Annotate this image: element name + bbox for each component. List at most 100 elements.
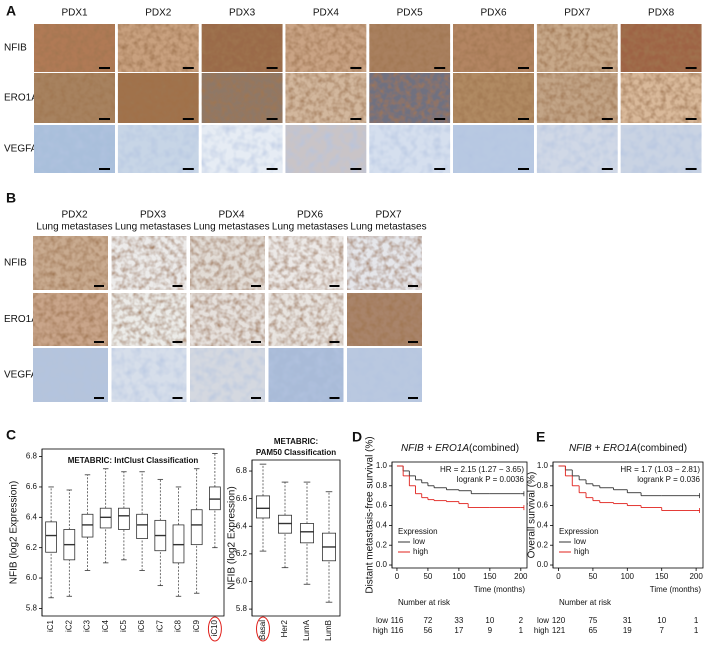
x-tick-label: 0 [556, 572, 561, 581]
at-risk-count: 2 [519, 616, 524, 625]
annotation: logrank P = 0.036 [637, 475, 700, 484]
ihc-image [190, 236, 265, 290]
at-risk-count: 33 [454, 616, 463, 625]
panel-letter: B [6, 190, 16, 206]
column-label: PDX4 [218, 210, 245, 221]
column-label: PDX3 [140, 210, 167, 221]
ihc-image [536, 73, 618, 123]
column-label: PDX1 [61, 8, 88, 19]
title-gene: NFIB + ERO1A [401, 443, 469, 454]
ihc-image [33, 348, 108, 402]
ihc-image [285, 24, 367, 72]
legend-title: Expression [559, 527, 599, 536]
legend-label: low [413, 537, 425, 546]
column-label: PDX6 [480, 8, 507, 19]
at-risk-count: 9 [488, 626, 493, 635]
y-tick-label: 0.2 [537, 540, 549, 549]
column-subtitle: Lung metastases [272, 222, 348, 233]
y-tick-label: 0.6 [376, 501, 388, 510]
ihc-image [347, 293, 422, 346]
panel-letter: E [536, 429, 545, 445]
y-tick-label: 0.0 [537, 560, 549, 569]
at-risk-count: 121 [552, 626, 566, 635]
ihc-image [285, 125, 367, 173]
row-label: NFIB [4, 258, 27, 269]
x-tick-label: 0 [395, 572, 400, 581]
x-tick-label: LumA [302, 619, 311, 641]
column-label: PDX5 [397, 8, 424, 19]
ihc-image [34, 125, 115, 173]
ihc-image [453, 125, 534, 173]
y-tick-label: 6.6 [26, 482, 38, 491]
y-tick-label: 0.8 [376, 481, 388, 490]
annotation: HR = 2.15 (1.27 − 3.65) [440, 465, 524, 474]
annotation: HR = 1.7 (1.03 − 2.81) [620, 465, 700, 474]
title-gene: NFIB + ERO1A [569, 443, 637, 454]
x-tick-label: iC4 [101, 619, 110, 632]
ihc-image [268, 348, 344, 402]
y-axis-label: Overall survival (%) [527, 472, 538, 559]
at-risk-count: 72 [423, 616, 432, 625]
x-tick-label: iC3 [83, 619, 92, 632]
y-tick-label: 5.8 [26, 604, 38, 613]
highlight-ring [256, 616, 270, 642]
y-tick-label: 0.0 [376, 560, 388, 569]
panel-letter: C [6, 427, 16, 443]
column-label: PDX2 [61, 210, 88, 221]
ihc-image [111, 236, 187, 290]
ihc-image [268, 293, 344, 346]
row-label: ERO1A [4, 314, 38, 325]
at-risk-count: 65 [588, 626, 597, 635]
x-tick-label: 100 [452, 572, 466, 581]
legend-label: high [413, 547, 428, 556]
x-axis-label: Time (months) [650, 585, 702, 594]
at-risk-count: 120 [552, 616, 566, 625]
at-risk-count: 116 [391, 626, 404, 635]
column-label: PDX2 [145, 8, 172, 19]
box [118, 507, 130, 530]
ihc-image [190, 293, 265, 346]
box [136, 513, 148, 539]
x-tick-label: iC2 [64, 619, 73, 632]
at-risk-count: 1 [694, 626, 699, 635]
column-label: PDX4 [313, 8, 340, 19]
y-tick-label: 6.8 [236, 466, 248, 475]
ihc-image [34, 24, 115, 72]
x-tick-label: 100 [621, 572, 635, 581]
column-subtitle: Lung metastases [36, 222, 112, 233]
ihc-image [369, 125, 451, 173]
ihc-image [190, 348, 265, 402]
at-risk-count: 56 [423, 626, 432, 635]
column-label: PDX7 [564, 8, 591, 19]
at-risk-group: high [373, 626, 388, 635]
at-risk-group: low [537, 616, 549, 625]
ihc-image [201, 24, 283, 72]
ihc-image [111, 293, 187, 346]
ihc-image [453, 73, 534, 123]
y-tick-label: 0.8 [537, 481, 549, 490]
y-tick-label: 6.4 [26, 512, 38, 521]
box [45, 521, 57, 553]
x-tick-label: iC7 [155, 619, 164, 632]
x-tick-label: iC6 [137, 619, 146, 632]
box [172, 524, 185, 564]
ihc-image [34, 73, 115, 123]
legend-label: low [574, 537, 586, 546]
box [255, 495, 270, 519]
ihc-image [620, 73, 702, 123]
x-tick-label: 150 [655, 572, 669, 581]
highlight-ring [207, 616, 222, 642]
at-risk-count: 7 [659, 626, 664, 635]
row-label: VEGFA [4, 144, 38, 155]
at-risk-count: 116 [391, 616, 404, 625]
ihc-image [369, 24, 451, 72]
ihc-image [347, 348, 422, 402]
title-note: (combined) [469, 443, 519, 454]
column-subtitle: Lung metastases [115, 222, 191, 233]
ihc-image [33, 236, 108, 290]
panel-letter: A [6, 3, 16, 19]
at-risk-count: 10 [657, 616, 666, 625]
ihc-image [117, 73, 199, 123]
legend-label: high [574, 547, 589, 556]
y-tick-label: 6.2 [236, 549, 248, 558]
